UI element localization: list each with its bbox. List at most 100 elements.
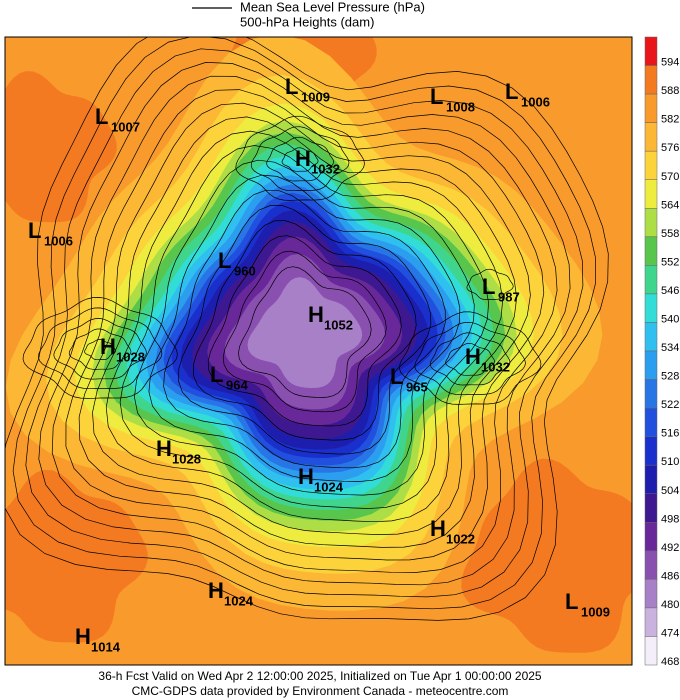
center-kind: L [28, 218, 41, 243]
colorbar-label: 480 [661, 599, 679, 611]
center-kind: L [430, 84, 443, 109]
footer-line1: 36-h Fcst Valid on Wed Apr 2 12:00:00 20… [98, 669, 542, 683]
center-pressure: 1007 [111, 119, 140, 134]
center-kind: H [208, 578, 224, 603]
isobar [84, 339, 116, 361]
isobar [414, 321, 526, 396]
center-pressure: 964 [226, 377, 248, 392]
center-kind: H [100, 334, 116, 359]
isobar [266, 136, 334, 182]
center-kind: H [75, 624, 91, 649]
isobar [178, 205, 432, 455]
isobar [78, 102, 531, 548]
colorbar-swatch [644, 150, 658, 180]
center-pressure: 1024 [314, 479, 344, 494]
isobar [466, 268, 514, 300]
colorbar-label: 510 [661, 456, 679, 468]
warm-patch [5, 71, 117, 223]
isobar [65, 89, 545, 561]
center-kind: L [505, 79, 518, 104]
colorbar-label: 594 [661, 57, 679, 69]
colorbar-swatch [644, 579, 658, 609]
isobar [105, 130, 504, 523]
isobar [119, 145, 489, 509]
center-pressure: 1014 [91, 639, 121, 654]
footer-line2: CMC-GDPS data provided by Environment Ca… [132, 684, 509, 698]
colorbar-label: 486 [661, 570, 679, 582]
colorbar-swatch [644, 36, 658, 66]
isobar [5, 37, 609, 621]
colorbar-label: 588 [661, 85, 679, 97]
center-pressure: 1028 [172, 451, 201, 466]
colorbar-label: 558 [661, 228, 679, 240]
center-pressure: 960 [234, 263, 256, 278]
isobar [134, 159, 475, 496]
center-kind: H [465, 344, 481, 369]
center-pressure: 1009 [581, 604, 610, 619]
colorbar-swatch [644, 236, 658, 266]
center-kind: H [156, 436, 172, 461]
isobar [207, 235, 402, 427]
colorbar-label: 564 [661, 199, 679, 211]
center-kind: H [295, 146, 311, 171]
height-band [247, 277, 363, 388]
center-pressure: 1008 [446, 99, 475, 114]
colorbar-label: 504 [661, 485, 679, 497]
isobar [51, 75, 558, 573]
colorbar-swatch [644, 607, 658, 637]
colorbar-label: 534 [661, 342, 679, 354]
isobar [222, 250, 387, 413]
map-frame [4, 36, 633, 666]
colorbar-label: 498 [661, 513, 679, 525]
center-kind: L [390, 364, 403, 389]
isobar [429, 332, 511, 386]
center-kind: L [218, 248, 231, 273]
colorbar-swatch [644, 464, 658, 494]
colorbar-swatch [644, 265, 658, 295]
center-kind: H [308, 302, 324, 327]
colorbar-label: 468 [661, 656, 679, 668]
center-pressure: 1024 [224, 593, 254, 608]
isobar [53, 318, 147, 380]
colorbar-label: 576 [661, 142, 679, 154]
center-pressure: 1006 [521, 94, 550, 109]
isobar [25, 48, 584, 598]
colorbar-swatch [644, 322, 658, 352]
colorbar-label: 582 [661, 114, 679, 126]
isobar [22, 297, 178, 399]
isobar [250, 126, 350, 192]
colorbar-swatch [644, 550, 658, 580]
center-kind: H [298, 464, 314, 489]
height-field [5, 37, 632, 665]
colorbar-swatch [644, 636, 658, 666]
colorbar: 594 588 582 576 570 564 558 552 546 540 534 528 522 5… [644, 36, 679, 668]
center-pressure: 1028 [116, 349, 145, 364]
legend-pressure: Mean Sea Level Pressure (hPa) [240, 0, 425, 14]
colorbar-label: 540 [661, 314, 679, 326]
colorbar-swatch [644, 350, 658, 380]
colorbar-swatch [644, 522, 658, 552]
center-pressure: 1009 [301, 89, 330, 104]
center-pressure: 965 [406, 379, 428, 394]
warm-patch [461, 458, 632, 653]
warm-patch [5, 469, 148, 643]
colorbar-label: 522 [661, 399, 679, 411]
center-kind: H [430, 516, 446, 541]
colorbar-swatch [644, 493, 658, 523]
center-pressure: 1006 [44, 233, 73, 248]
colorbar-label: 516 [661, 428, 679, 440]
isobar [38, 307, 163, 390]
center-kind: L [210, 362, 223, 387]
colorbar-label: 570 [661, 171, 679, 183]
colorbar-swatch [644, 179, 658, 209]
colorbar-swatch [644, 122, 658, 152]
isobar [281, 147, 319, 172]
center-pressure: 987 [498, 289, 520, 304]
colorbar-label: 546 [661, 285, 679, 297]
isobar [68, 328, 132, 370]
colorbar-swatch [644, 436, 658, 466]
colorbar-swatch [644, 208, 658, 238]
colorbar-swatch [644, 93, 658, 123]
isobar [235, 115, 365, 201]
